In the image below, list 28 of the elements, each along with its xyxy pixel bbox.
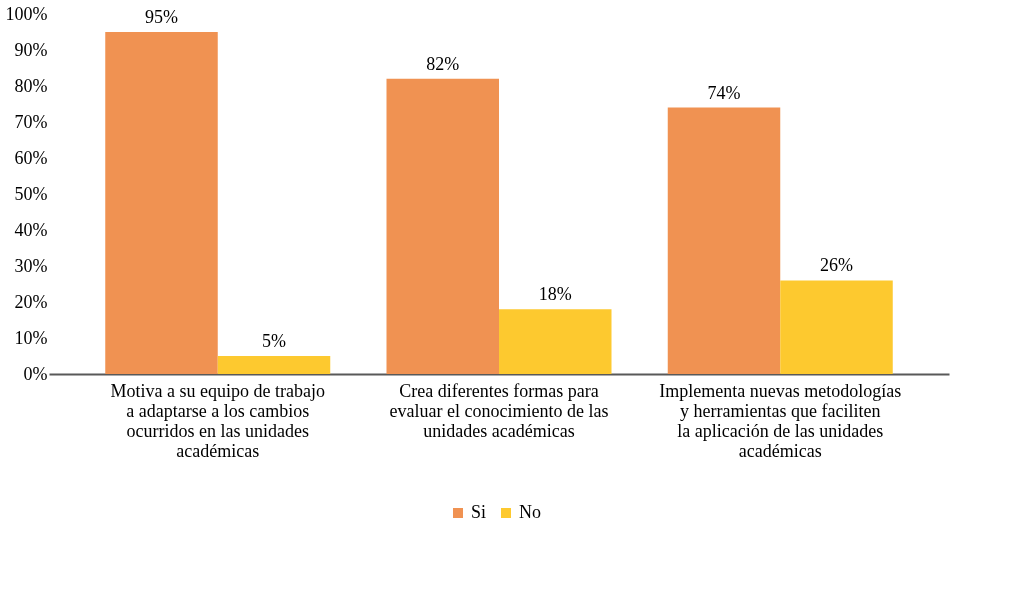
y-tick-label: 100% [5,3,48,24]
bar [780,280,893,374]
legend-label: Si [471,502,487,522]
y-tick-label: 60% [14,147,48,168]
y-tick-label: 0% [23,363,48,384]
data-label: 95% [145,7,178,27]
bar [499,309,612,374]
bar [217,356,331,374]
data-label: 26% [820,255,853,276]
data-label: 5% [262,331,286,351]
data-label: 82% [426,53,460,74]
x-tick-label: Crea diferentes formas para evaluar el conocimiento de las unidades académicas [389,380,609,441]
y-tick-label: 30% [14,255,48,276]
bar [667,107,781,374]
y-tick-label: 80% [14,75,48,96]
y-tick-label: 50% [14,183,48,204]
bar [386,78,499,374]
bar [105,32,218,374]
data-label: 18% [538,284,572,305]
y-tick-label: 20% [14,291,48,312]
y-tick-label: 90% [14,39,48,60]
y-tick-label: 10% [14,327,48,348]
x-tick-label: Implementa nuevas metodologías y herramientas que faciliten la aplicación de las unidades académicas [659,380,902,461]
x-tick-label: Motiva a su equipo de trabajo a adaptarse a los cambios ocurridos en las unidades académicas [110,380,325,461]
y-tick-label: 40% [14,219,48,240]
y-tick-label: 70% [14,111,48,132]
legend-label: No [519,502,541,522]
data-label: 74% [707,82,741,103]
